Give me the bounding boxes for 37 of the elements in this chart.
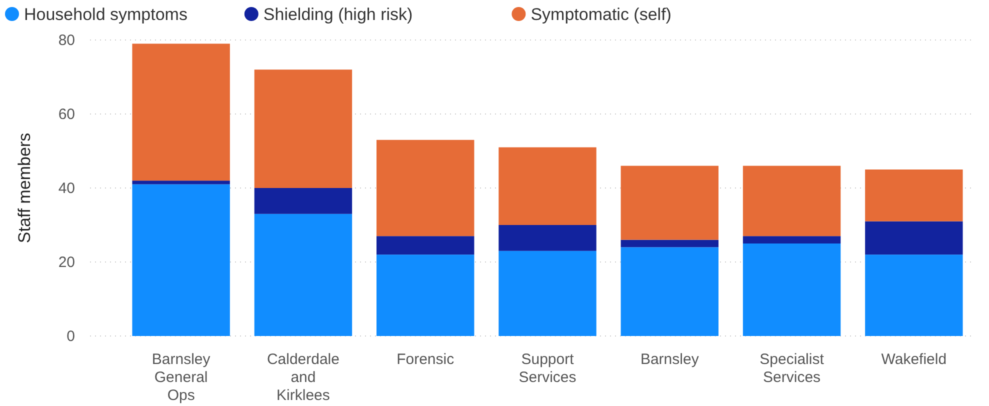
y-tick-label: 60: [58, 106, 75, 123]
x-tick-label: Calderdale and Kirklees: [266, 351, 340, 404]
bar: [865, 170, 963, 222]
bar: [132, 184, 230, 336]
x-tick-label: Specialist Services: [760, 351, 825, 386]
x-tick-label: Barnsley: [640, 351, 700, 368]
bar: [376, 140, 474, 236]
bar: [132, 180, 230, 184]
x-tick-label: Wakefield: [881, 351, 947, 368]
bar: [498, 250, 596, 336]
x-tick-label: Support Services: [518, 351, 576, 386]
legend-label: Symptomatic (self): [530, 5, 672, 24]
bar: [132, 44, 230, 181]
bar: [620, 240, 718, 248]
legend-label: Shielding (high risk): [263, 5, 413, 24]
y-tick-label: 0: [66, 328, 75, 345]
bar: [865, 254, 963, 336]
legend-label: Household symptoms: [24, 5, 188, 24]
y-tick-label: 80: [58, 32, 75, 49]
bar: [376, 236, 474, 255]
x-tick-label: Forensic: [396, 351, 455, 368]
bar: [254, 214, 352, 336]
x-tick-label: Barnsley General Ops: [152, 351, 211, 404]
bar: [620, 166, 718, 240]
y-tick-label: 20: [58, 254, 75, 271]
bar: [620, 247, 718, 336]
bar: [254, 188, 352, 214]
bar: [254, 70, 352, 188]
bar: [498, 225, 596, 251]
y-tick-label: 40: [58, 180, 75, 197]
bar: [742, 244, 841, 336]
bar: [742, 166, 841, 236]
bar: [865, 221, 963, 255]
bar: [376, 254, 474, 336]
bar: [742, 236, 841, 244]
bar: [498, 147, 596, 225]
y-axis-title: Staff members: [15, 132, 34, 244]
